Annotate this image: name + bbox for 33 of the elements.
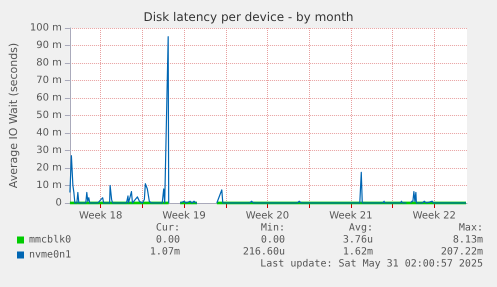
y-tick-label: 70 m bbox=[36, 75, 62, 86]
y-tick-label: 20 m bbox=[36, 162, 62, 174]
y-tick-label: 30 m bbox=[36, 145, 62, 156]
y-axis-title: Average IO Wait (seconds) bbox=[7, 42, 20, 188]
text: 3.76u bbox=[342, 234, 373, 246]
text: Last update: Sat May 31 02:00:57 2025 bbox=[260, 258, 483, 270]
text: Min: bbox=[260, 222, 285, 234]
y-tick-label: 0 bbox=[56, 198, 62, 208]
y-tick-label: 80 m bbox=[36, 58, 62, 68]
x-tick-label: Week 22 bbox=[412, 210, 456, 222]
text: Avg: bbox=[348, 222, 373, 234]
text: Max: bbox=[458, 222, 483, 234]
chart-title: Disk latency per device - by month bbox=[143, 10, 354, 24]
text: Cur: bbox=[156, 222, 180, 234]
legend-label: nvme0n1 bbox=[29, 250, 72, 260]
text: 1.07m bbox=[150, 246, 180, 258]
y-tick-label: 100 m bbox=[30, 22, 62, 34]
text: 8.13m bbox=[452, 234, 483, 246]
y-tick-label: 60 m bbox=[36, 92, 62, 104]
x-tick-label: Week 20 bbox=[246, 210, 290, 222]
y-tick-label: 50 m bbox=[36, 110, 62, 121]
text: 0.00 bbox=[156, 234, 180, 246]
y-tick-label: 90 m bbox=[36, 40, 62, 51]
text: 0.00 bbox=[260, 234, 285, 246]
x-tick-label: Week 19 bbox=[162, 210, 206, 222]
x-tick-label: Week 18 bbox=[79, 210, 122, 222]
text: 207.22m bbox=[440, 246, 483, 258]
x-tick-label: Week 21 bbox=[329, 210, 373, 222]
legend-label: mmcblk0 bbox=[29, 234, 72, 246]
text: 1.62m bbox=[342, 246, 373, 258]
y-tick-label: 40 m bbox=[36, 128, 62, 138]
y-tick-label: 10 m bbox=[36, 180, 62, 191]
text: 216.60u bbox=[242, 246, 285, 258]
